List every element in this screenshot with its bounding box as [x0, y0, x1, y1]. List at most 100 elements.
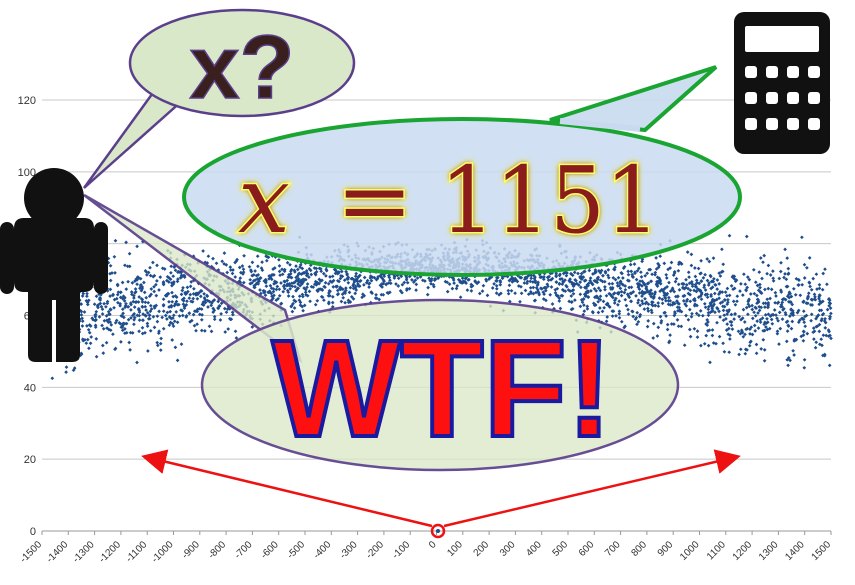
- scatter-point: [765, 316, 769, 321]
- equation-value: 1151: [440, 147, 660, 254]
- scatter-point: [292, 298, 297, 303]
- scatter-point: [546, 278, 551, 282]
- scatter-point: [122, 299, 127, 303]
- scatter-point: [669, 260, 674, 265]
- scatter-point: [158, 275, 163, 279]
- scatter-point: [148, 328, 153, 333]
- scatter-point: [507, 283, 512, 288]
- scatter-point: [402, 280, 407, 285]
- scatter-point: [702, 301, 707, 306]
- scatter-point: [806, 291, 811, 296]
- scatter-point: [105, 326, 109, 330]
- scatter-point: [302, 270, 307, 275]
- scatter-point: [617, 290, 621, 295]
- scatter-point: [301, 308, 305, 313]
- scatter-point: [285, 278, 290, 283]
- scatter-point: [604, 319, 609, 324]
- scatter-point: [170, 290, 174, 295]
- scatter-point: [578, 280, 583, 284]
- scatter-point: [142, 280, 146, 285]
- scatter-point: [392, 276, 397, 280]
- scatter-point: [532, 298, 537, 303]
- scatter-point: [161, 309, 166, 314]
- scatter-point: [344, 286, 348, 290]
- scatter-point: [635, 310, 640, 315]
- scatter-point: [102, 318, 107, 323]
- scatter-point: [801, 299, 806, 304]
- scatter-point: [100, 312, 105, 316]
- scatter-point: [185, 299, 189, 304]
- scatter-point: [618, 279, 623, 284]
- scatter-point: [133, 300, 138, 305]
- scatter-point: [292, 280, 297, 285]
- scatter-point: [802, 357, 807, 362]
- scatter-point: [600, 279, 605, 284]
- scatter-point: [94, 354, 99, 359]
- scatter-point: [132, 312, 137, 316]
- scatter-point: [727, 293, 732, 298]
- scatter-point: [298, 265, 302, 269]
- scatter-point: [84, 341, 89, 346]
- scatter-point: [192, 309, 197, 314]
- scatter-point: [740, 293, 745, 297]
- scatter-point: [260, 268, 265, 273]
- scatter-point: [426, 285, 430, 290]
- scatter-point: [477, 291, 482, 296]
- scatter-point: [132, 322, 136, 327]
- scatter-point: [203, 297, 208, 302]
- scatter-point: [480, 289, 485, 293]
- scatter-point: [818, 299, 822, 304]
- x-tick-label: -900: [180, 539, 202, 561]
- scatter-point: [804, 313, 809, 318]
- scatter-point: [178, 275, 183, 280]
- scatter-point: [494, 283, 499, 288]
- scatter-point: [144, 295, 149, 300]
- scatter-point: [801, 338, 806, 343]
- scatter-point: [693, 274, 698, 279]
- scatter-point: [157, 309, 161, 314]
- scatter-point: [93, 318, 98, 323]
- scatter-point: [578, 304, 583, 309]
- scatter-point: [797, 278, 801, 283]
- scatter-point: [158, 341, 163, 346]
- scatter-point: [815, 314, 819, 319]
- equation-bubble-body: [182, 117, 742, 277]
- scatter-point: [327, 300, 331, 305]
- scatter-point: [823, 267, 827, 272]
- scatter-point: [581, 270, 586, 274]
- scatter-point: [300, 304, 305, 309]
- scatter-point: [443, 279, 448, 284]
- scatter-point: [224, 263, 229, 267]
- x-tick-label: 500: [551, 539, 571, 559]
- scatter-point: [706, 304, 711, 309]
- scatter-point: [334, 284, 338, 289]
- scatter-point: [277, 269, 282, 274]
- scatter-point: [717, 334, 722, 339]
- scatter-point: [268, 283, 273, 288]
- scatter-point: [128, 330, 133, 335]
- scatter-point: [684, 313, 688, 318]
- scatter-point: [612, 267, 617, 272]
- scatter-point: [118, 295, 123, 300]
- scatter-point: [133, 287, 138, 291]
- scatter-point: [579, 271, 584, 276]
- scatter-point: [175, 358, 180, 363]
- x-tick-label: 300: [498, 539, 518, 559]
- scatter-point: [676, 324, 681, 329]
- scatter-point: [180, 313, 185, 318]
- scatter-point: [175, 320, 180, 325]
- scatter-point: [398, 289, 403, 293]
- scatter-point: [127, 264, 132, 269]
- scatter-point: [189, 299, 193, 304]
- arrow-right: [443, 449, 741, 528]
- scatter-point: [811, 330, 816, 335]
- scatter-point: [703, 272, 707, 277]
- scatter-point: [206, 305, 210, 309]
- scatter-point: [342, 290, 347, 295]
- scatter-point: [147, 294, 152, 299]
- scatter-point: [130, 292, 134, 297]
- scatter-point: [782, 275, 786, 280]
- scatter-point: [763, 313, 768, 317]
- scatter-point: [796, 283, 801, 287]
- scatter-point: [161, 280, 166, 284]
